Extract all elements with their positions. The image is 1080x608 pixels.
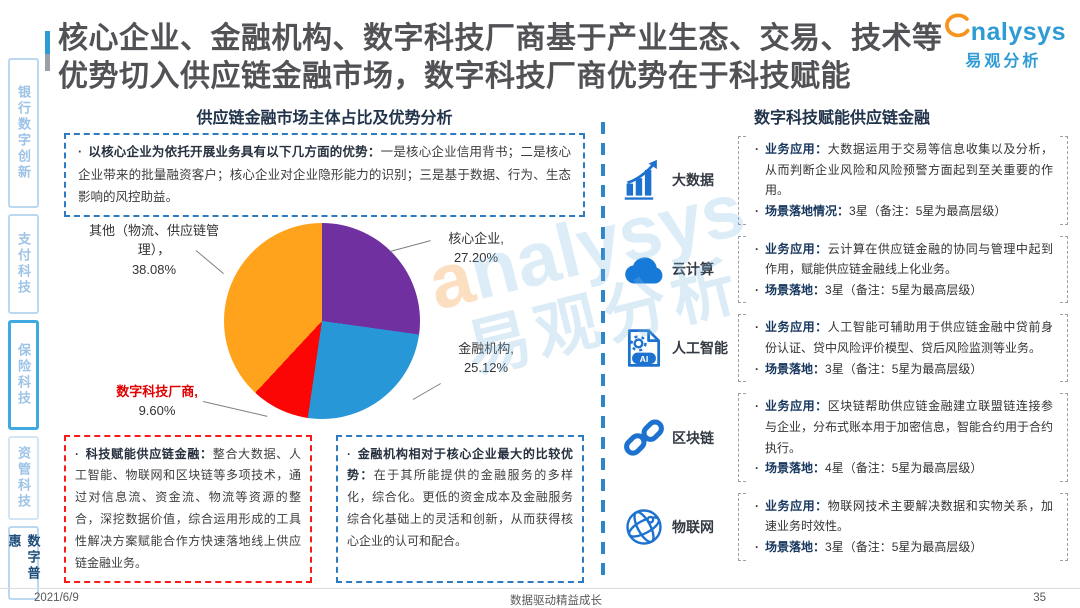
tech-bullet: 场景落地：3星（备注：5星为最高层级） — [765, 282, 983, 297]
analysys-logo: nalysys 易观分析 — [941, 13, 1066, 71]
pie-chart-area: 其他（物流、供应链管理）， 38.08% 核心企业, 27.20% 金融机构, … — [64, 217, 585, 433]
bullet-dot: · — [755, 203, 759, 218]
sidebar-item-label: 银行数字创新 — [16, 85, 31, 181]
leader-line — [389, 239, 431, 252]
panel-divider — [601, 122, 605, 578]
svg-text:AI: AI — [640, 354, 649, 364]
bullet-dot: · — [755, 461, 759, 476]
tech-label: 人工智能 — [672, 340, 728, 357]
digital-tech-panel: 数字科技赋能供应链金融 大数据 · 业务应用：大数据运用于交易等信息收集以及分 — [616, 104, 1068, 561]
bullet-dot: · — [78, 145, 83, 159]
sidebar-item-asset-mgmt-tech[interactable]: 资管科技 — [8, 436, 39, 520]
tech-bullet: 业务应用：云计算在供应链金融的协同与管理中起到作用，赋能供应链金融线上化业务。 — [765, 241, 1053, 277]
footer-page-number: 35 — [1033, 592, 1046, 604]
bar-chart-growth-icon — [616, 158, 672, 202]
market-share-panel: 供应链金融市场主体占比及优势分析 · 以核心企业为依托开展业务具有以下几方面的优势… — [64, 104, 585, 584]
tech-label: 云计算 — [672, 261, 714, 278]
logo-swirl-icon — [941, 13, 971, 45]
pie-chart-graphic — [224, 222, 420, 419]
finance-box-body: 在于其所能提供的金融服务的多样化，综合化。更低的资金成本及金融服务综合化基础上的… — [347, 468, 573, 548]
tech-label: 区块链 — [672, 429, 714, 446]
tech-detail-bracket: · 业务应用：物联网技术主要解决数据和实物关系，加速业务时效性。 · 场景落地：3星… — [738, 492, 1068, 561]
leader-line — [412, 382, 441, 400]
tech-detail-bracket: · 业务应用：人工智能可辅助用于供应链金融中贷前身份认证、贷中风险评价模型、贷后风… — [738, 314, 1068, 383]
tech-bullet: 业务应用：人工智能可辅助用于供应链金融中贷前身份认证、贷中风险评价模型、贷后风险… — [765, 320, 1053, 355]
ai-document-icon: AI — [616, 326, 672, 370]
tech-bullet: 业务应用：大数据运用于交易等信息收集以及分析，从而判断企业风险和风险预警方面起到… — [765, 142, 1053, 198]
sidebar-item-payment-tech[interactable]: 支付科技 — [8, 214, 39, 314]
sidebar-item-label: 支付科技 — [16, 232, 31, 296]
tech-label: 大数据 — [672, 172, 714, 189]
page-title: 核心企业、金融机构、数字科技厂商基于产业生态、交易、技术等优势切入供应链金融市场… — [58, 22, 943, 94]
tech-row-iot: 物联网 · 业务应用：物联网技术主要解决数据和实物关系，加速业务时效性。 · 场景落… — [616, 492, 1068, 561]
tech-box-lead: 科技赋能供应链金融： — [85, 446, 213, 461]
analysis-boxes-row: · 科技赋能供应链金融：整合大数据、人工智能、物联网和区块链等多项技术，通过对信息… — [64, 434, 585, 584]
tech-row-big-data: 大数据 · 业务应用：大数据运用于交易等信息收集以及分析，从而判断企业风险和风险预… — [616, 136, 1068, 225]
tech-bullet: 场景落地情况：3星（备注：5星为最高层级） — [765, 203, 1007, 218]
footer-date: 2021/6/9 — [34, 592, 79, 604]
core-enterprise-advantage-box: · 以核心企业为依托开展业务具有以下几方面的优势：一是核心企业信用背书；二是核心企… — [64, 133, 585, 217]
cloud-icon — [616, 249, 672, 289]
title-accent-bar — [45, 31, 50, 71]
bullet-dot: · — [755, 320, 759, 335]
advantage-body: 一是核心企业信用背书；二是核心企业带来的批量融资客户；核心企业对企业隐形能力的识… — [78, 145, 571, 204]
sidebar-item-digital-inclusion[interactable]: 数字普惠 — [7, 526, 41, 600]
tech-detail-bracket: · 业务应用：区块链帮助供应链金融建立联盟链连接参与企业，分布式账本用于加密信息，… — [738, 393, 1068, 482]
chain-link-icon — [616, 416, 672, 460]
tech-bullet: 场景落地：4星（备注：5星为最高层级） — [765, 461, 983, 476]
pie-label-other: 其他（物流、供应链管理）， 38.08% — [88, 222, 219, 277]
tech-detail-bracket: · 业务应用：大数据运用于交易等信息收集以及分析，从而判断企业风险和风险预警方面起… — [738, 136, 1068, 225]
right-panel-title: 数字科技赋能供应链金融 — [753, 110, 930, 127]
sidebar-item-label: 数字普惠 — [6, 534, 41, 582]
sidebar-item-insurance-tech[interactable]: 保险科技 — [8, 320, 39, 430]
tech-bullet: 场景落地：3星（备注：5星为最高层级） — [765, 361, 983, 376]
sidebar-item-bank-digital[interactable]: 银行数字创新 — [8, 58, 39, 208]
pie-label-financial-institution: 金融机构, 25.12% — [458, 340, 514, 376]
bullet-dot: · — [755, 241, 759, 256]
tech-enablement-box: · 科技赋能供应链金融：整合大数据、人工智能、物联网和区块链等多项技术，通过对信息… — [64, 434, 312, 584]
tech-box-body: 整合大数据、人工智能、物联网和区块链等多项技术，通过对信息流、资金流、物流等资源… — [75, 446, 301, 570]
footer: 2021/6/9 数据驱动精益成长 35 — [0, 588, 1080, 608]
pie-label-digital-tech-vendor: 数字科技厂商, 9.60% — [116, 383, 198, 419]
sidebar-item-label: 资管科技 — [16, 446, 31, 510]
bullet-dot: · — [75, 446, 79, 461]
tech-detail-bracket: · 业务应用：云计算在供应链金融的协同与管理中起到作用，赋能供应链金融线上化业务。… — [738, 235, 1068, 304]
tech-bullet: 场景落地：3星（备注：5星为最高层级） — [765, 540, 983, 554]
tech-bullet: 业务应用：物联网技术主要解决数据和实物关系，加速业务时效性。 — [765, 498, 1053, 534]
bullet-dot: · — [755, 498, 759, 513]
tech-row-blockchain: 区块链 · 业务应用：区块链帮助供应链金融建立联盟链连接参与企业，分布式账本用于加… — [616, 393, 1068, 482]
bullet-dot: · — [347, 446, 351, 461]
bullet-dot: · — [755, 282, 759, 297]
advantage-lead: 以核心企业为依托开展业务具有以下几方面的优势： — [88, 145, 381, 159]
bullet-dot: · — [755, 142, 759, 156]
bullet-dot: · — [755, 540, 759, 554]
tech-row-ai: AI 人工智能 · 业务应用：人工智能可辅助用于供应链金融中贷前身份认证、贷中风险… — [616, 314, 1068, 383]
tech-label: 物联网 — [672, 518, 714, 535]
footer-slogan: 数据驱动精益成长 — [509, 595, 602, 607]
sidebar: 银行数字创新 支付科技 保险科技 资管科技 数字普惠 — [7, 58, 41, 600]
financial-institution-advantage-box: · 金融机构相对于核心企业最大的比较优势：在于其所能提供的金融服务的多样化，综合化… — [336, 434, 584, 584]
left-panel-title: 供应链金融市场主体占比及优势分析 — [196, 110, 453, 127]
tech-rows: 大数据 · 业务应用：大数据运用于交易等信息收集以及分析，从而判断企业风险和风险预… — [616, 136, 1068, 561]
tech-bullet: 业务应用：区块链帮助供应链金融建立联盟链连接参与企业，分布式账本用于加密信息，智… — [765, 399, 1054, 455]
tech-row-cloud: 云计算 · 业务应用：云计算在供应链金融的协同与管理中起到作用，赋能供应链金融线上… — [616, 235, 1068, 304]
sidebar-item-label: 保险科技 — [16, 343, 31, 407]
finance-box-lead: 金融机构相对于核心企业最大的比较优势： — [347, 446, 573, 483]
logo-brand-cn: 易观分析 — [965, 53, 1042, 70]
bullet-dot: · — [755, 361, 759, 376]
pie-label-core-enterprise: 核心企业, 27.20% — [448, 230, 504, 266]
globe-network-icon — [616, 505, 672, 549]
bullet-dot: · — [755, 399, 759, 414]
logo-brand-text: nalysys — [970, 18, 1066, 46]
